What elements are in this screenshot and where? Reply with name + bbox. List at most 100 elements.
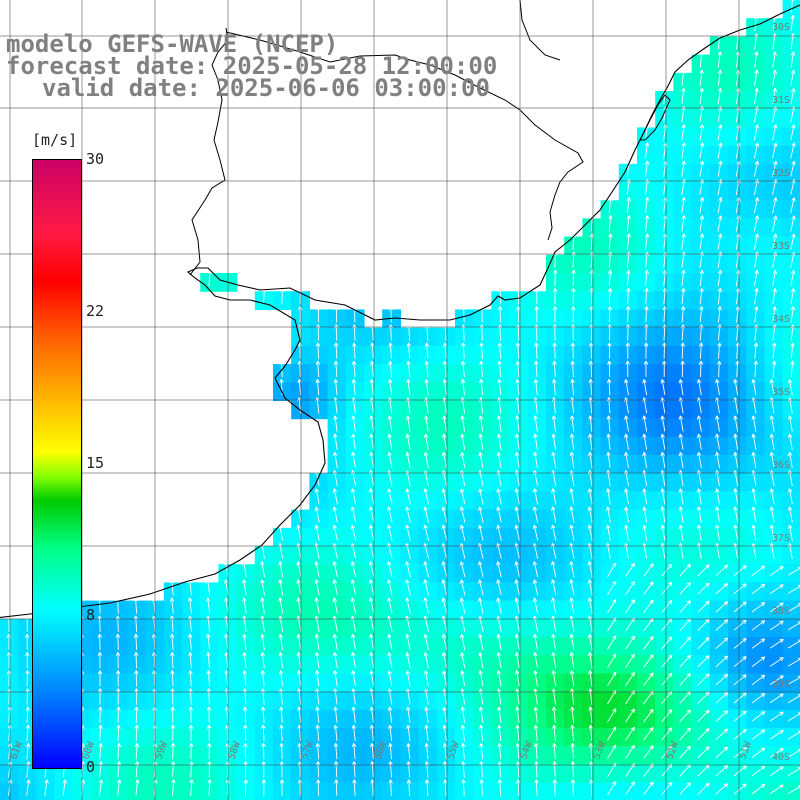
- wind-speed-cell: [746, 691, 765, 711]
- wind-arrow: [261, 724, 266, 742]
- wind-speed-cell: [764, 54, 784, 74]
- wind-arrow: [605, 506, 611, 523]
- wind-arrow: [423, 597, 429, 614]
- wind-speed-cell: [637, 127, 656, 147]
- wind-arrow: [624, 506, 629, 523]
- wind-arrow: [187, 597, 193, 614]
- wind-arrow: [514, 597, 520, 614]
- wind-arrow: [459, 634, 466, 650]
- latitude-label: 40S: [772, 752, 790, 763]
- wind-speed-cell: [655, 709, 674, 729]
- wind-arrow: [551, 524, 557, 541]
- wind-speed-cell: [728, 236, 747, 256]
- wind-speed-cell: [746, 291, 765, 310]
- wind-arrow: [717, 124, 723, 141]
- wind-arrow: [459, 579, 466, 596]
- wind-arrow: [699, 124, 705, 141]
- wind-speed-cell: [709, 236, 729, 256]
- wind-arrow: [606, 415, 611, 432]
- wind-speed-cell: [746, 163, 765, 183]
- wind-arrow: [296, 524, 302, 541]
- wind-arrow: [242, 579, 247, 596]
- wind-arrow: [790, 142, 796, 159]
- wind-speed-cell: [637, 273, 656, 292]
- wind-arrow: [696, 433, 702, 450]
- wind-arrow: [315, 724, 320, 742]
- wind-arrow: [715, 746, 729, 759]
- wind-arrow: [679, 782, 691, 795]
- wind-arrow: [423, 506, 429, 523]
- wind-arrow: [769, 711, 784, 722]
- wind-arrow: [790, 197, 796, 214]
- wind-arrow: [772, 342, 777, 359]
- wind-arrow: [660, 488, 666, 505]
- wind-arrow: [206, 633, 211, 651]
- wind-arrow: [551, 579, 557, 596]
- wind-speed-cell: [673, 127, 693, 147]
- wind-arrow: [515, 379, 520, 396]
- wind-speed-cell: [618, 764, 638, 784]
- wind-arrow: [134, 742, 140, 760]
- wind-arrow: [606, 378, 612, 396]
- wind-arrow: [678, 415, 684, 432]
- wind-arrow: [644, 287, 649, 305]
- wind-arrow: [715, 451, 720, 468]
- wind-arrow: [551, 451, 557, 468]
- wind-arrow: [644, 269, 650, 287]
- wind-arrow: [115, 633, 121, 651]
- wind-arrow: [607, 671, 617, 687]
- wind-arrow: [787, 524, 793, 541]
- wind-arrow: [772, 142, 778, 159]
- wind-arrow: [697, 582, 710, 595]
- wind-speed-cell: [691, 182, 711, 201]
- wind-speed-cell: [691, 637, 711, 656]
- wind-arrow: [751, 506, 757, 523]
- wind-arrow: [333, 670, 338, 687]
- wind-arrow: [314, 579, 320, 596]
- wind-arrow: [26, 779, 31, 796]
- wind-speed-cell: [673, 673, 693, 693]
- wind-speed-cell: [655, 182, 674, 201]
- wind-arrow: [188, 706, 194, 723]
- wind-arrow: [460, 743, 466, 760]
- wind-arrow: [551, 488, 557, 505]
- wind-arrow: [386, 561, 393, 578]
- latitude-label: 33S: [772, 241, 790, 252]
- wind-arrow: [570, 779, 576, 796]
- wind-arrow: [332, 561, 338, 578]
- wind-arrow: [497, 724, 502, 742]
- wind-speed-cell: [746, 364, 765, 383]
- wind-arrow: [479, 342, 484, 359]
- wind-arrow: [751, 656, 766, 667]
- wind-speed-cell: [764, 709, 784, 729]
- wind-arrow: [569, 652, 575, 669]
- wind-arrow: [387, 670, 393, 687]
- wind-speed-cell: [655, 564, 674, 583]
- wind-arrow: [625, 726, 635, 741]
- wind-arrow: [699, 288, 704, 305]
- wind-arrow: [696, 524, 702, 541]
- wind-speed-cell: [764, 637, 784, 656]
- latitude-label: 39S: [772, 679, 790, 690]
- wind-arrow: [405, 524, 411, 541]
- wind-arrow: [388, 779, 393, 796]
- wind-arrow: [625, 781, 635, 796]
- wind-arrow: [717, 342, 722, 359]
- wind-arrow: [133, 633, 139, 651]
- wind-arrow: [423, 524, 430, 541]
- wind-arrow: [532, 524, 539, 541]
- wind-speed-cell: [691, 673, 711, 693]
- wind-arrow: [751, 565, 766, 576]
- wind-speed-cell: [655, 691, 674, 711]
- wind-arrow: [733, 692, 747, 704]
- wind-arrow: [772, 197, 778, 214]
- wind-arrow: [350, 506, 357, 523]
- wind-arrow: [134, 724, 139, 742]
- wind-arrow: [625, 708, 635, 723]
- wind-arrow: [424, 379, 429, 396]
- wind-arrow: [643, 342, 649, 359]
- wind-arrow: [333, 761, 339, 778]
- wind-arrow: [787, 488, 793, 505]
